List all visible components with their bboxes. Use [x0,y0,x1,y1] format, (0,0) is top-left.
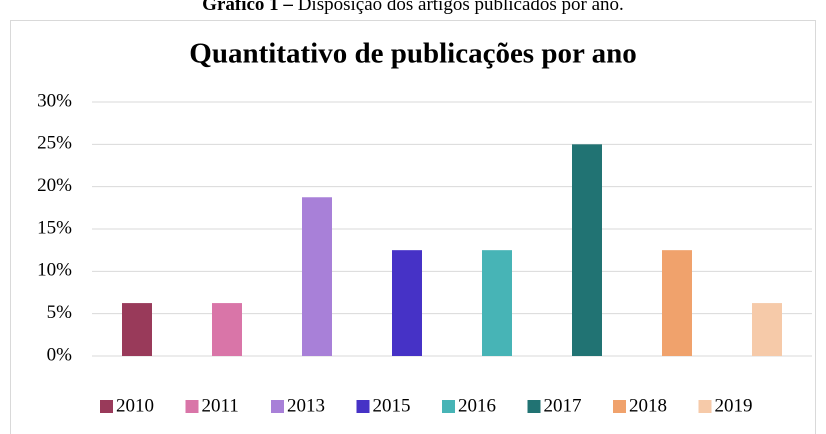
legend-label: 2011 [202,395,239,416]
bar [122,303,152,356]
caption-label: Gráfico 1 – [202,0,293,15]
legend-swatch [271,400,284,413]
legend-swatch [100,400,113,413]
y-tick-label: 20% [37,175,72,196]
legend-label: 2019 [715,395,753,416]
bar [572,144,602,356]
legend-swatch [527,400,541,413]
caption: Gráfico 1 – Disposição dos artigos publi… [202,0,624,15]
y-tick-label: 30% [37,90,72,111]
bar [302,197,332,356]
y-tick-label: 0% [47,344,73,365]
legend-swatch [356,400,370,413]
legend-label: 2018 [629,395,667,416]
y-tick-label: 5% [47,302,73,323]
bar [662,250,692,356]
bar [752,303,782,356]
legend-label: 2017 [544,395,582,416]
legend-label: 2010 [116,395,154,416]
legend-swatch [698,400,712,413]
caption-text: Disposição dos artigos publicados por an… [298,0,624,15]
legend-label: 2016 [458,395,496,416]
legend-swatch [185,400,199,413]
y-tick-label: 15% [37,217,72,238]
legend-swatch [442,400,455,413]
legend-label: 2015 [373,395,411,416]
legend-swatch [613,400,626,413]
y-tick-label: 10% [37,260,72,281]
chart-frame [10,20,816,434]
bar [482,250,512,356]
y-tick-label: 25% [37,133,72,154]
bar [392,250,422,356]
bar [212,303,242,356]
chart-title: Quantitativo de publicações por ano [189,38,636,70]
legend-label: 2013 [287,395,325,416]
